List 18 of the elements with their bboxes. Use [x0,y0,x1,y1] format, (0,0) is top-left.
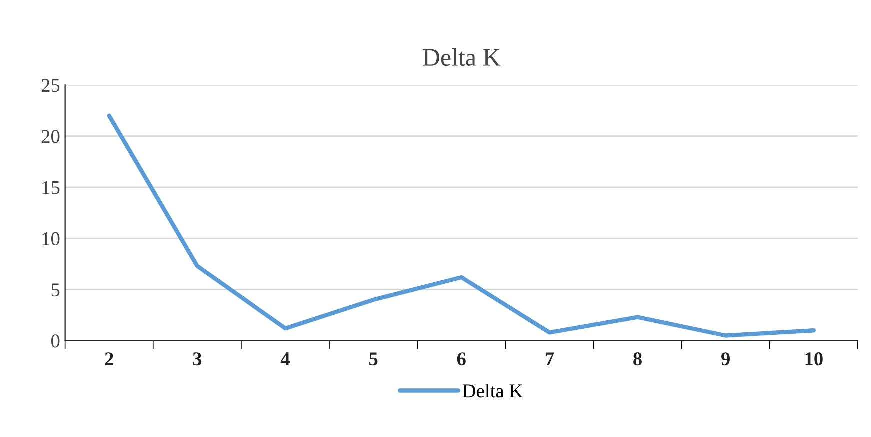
chart-title: Delta K [423,48,501,66]
x-tick-label: 7 [546,352,554,366]
y-tick-label: 0 [51,334,60,348]
x-tick-label: 8 [634,352,642,366]
legend-label: Delta K [462,384,524,398]
y-tick-label: 25 [42,79,60,92]
x-tick-label: 3 [193,352,202,366]
x-tick-label: 5 [369,352,378,366]
y-tick-label: 15 [42,181,60,194]
x-tick-label: 9 [722,352,730,366]
y-tick-label: 20 [42,130,60,144]
y-tick-label: 5 [52,284,60,297]
x-tick-label: 4 [280,352,290,366]
x-tick-label: 2 [105,352,114,366]
line-series [107,114,816,338]
x-tick-label: 10 [806,352,823,366]
y-tick-label: 10 [42,232,60,246]
x-tick-label: 6 [457,352,466,366]
